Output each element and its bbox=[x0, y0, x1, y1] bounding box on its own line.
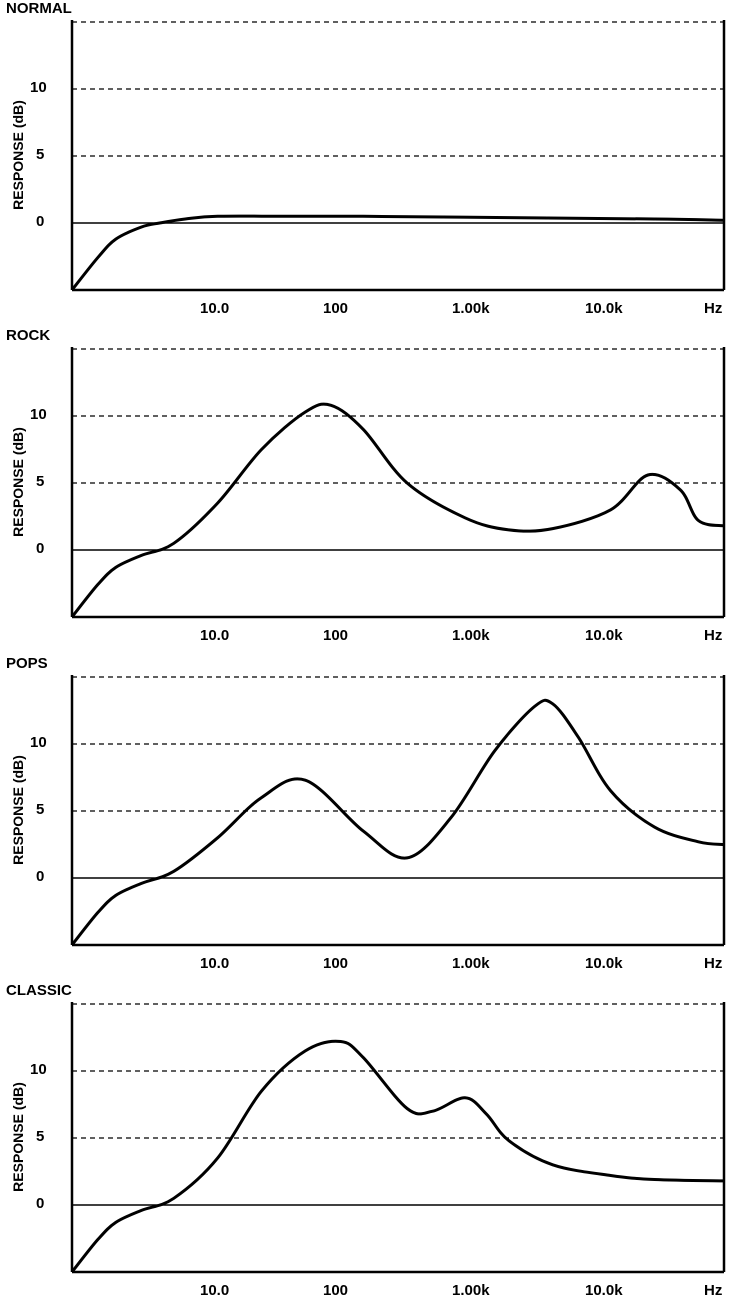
x-tick-label: 10.0 bbox=[200, 955, 230, 972]
chart-svg bbox=[70, 347, 726, 619]
chart-panel-pops: POPS 0 5 10 10.0 100 1.00k 10.0k Hz RESPONSE (dB… bbox=[0, 655, 729, 982]
y-axis-label: RESPONSE (dB) bbox=[10, 1082, 26, 1192]
x-tick-label: 100 bbox=[323, 955, 349, 972]
y-axis-label: RESPONSE (dB) bbox=[10, 755, 26, 865]
x-tick-label: 1.00k bbox=[452, 955, 490, 972]
y-axis-label: RESPONSE (dB) bbox=[10, 100, 26, 210]
x-tick-label: 100 bbox=[323, 300, 349, 317]
y-tick-label: 5 bbox=[36, 1128, 45, 1145]
x-tick-label: 100 bbox=[323, 1282, 349, 1299]
x-unit-label: Hz bbox=[704, 1282, 723, 1299]
x-unit-label: Hz bbox=[704, 955, 723, 972]
x-tick-label: 10.0k bbox=[585, 627, 623, 644]
x-tick-label: 10.0k bbox=[585, 955, 623, 972]
x-tick-label: 10.0 bbox=[200, 1282, 230, 1299]
chart-title: CLASSIC bbox=[6, 982, 72, 999]
x-tick-label: 1.00k bbox=[452, 300, 490, 317]
y-axis-label: RESPONSE (dB) bbox=[10, 427, 26, 537]
x-unit-label: Hz bbox=[704, 300, 723, 317]
response-curve bbox=[70, 698, 725, 946]
x-tick-label: 10.0k bbox=[585, 300, 623, 317]
y-tick-label: 10 bbox=[30, 406, 47, 423]
response-curve bbox=[70, 214, 725, 291]
x-tick-label: 1.00k bbox=[452, 627, 490, 644]
response-curve bbox=[70, 1039, 725, 1273]
chart-title: POPS bbox=[6, 655, 48, 672]
chart-svg bbox=[70, 1002, 726, 1274]
x-tick-label: 100 bbox=[323, 627, 349, 644]
y-tick-label: 10 bbox=[30, 79, 47, 96]
y-tick-label: 10 bbox=[30, 734, 47, 751]
y-tick-label: 0 bbox=[36, 1195, 45, 1212]
chart-panel-classic: CLASSIC 0 5 10 10.0 100 1.00k 10.0k Hz RESPONSE … bbox=[0, 982, 729, 1309]
y-tick-label: 0 bbox=[36, 868, 45, 885]
y-tick-label: 5 bbox=[36, 146, 45, 163]
x-tick-label: 10.0k bbox=[585, 1282, 623, 1299]
chart-svg bbox=[70, 20, 726, 292]
y-tick-label: 5 bbox=[36, 473, 45, 490]
chart-panel-normal: NORMAL 0 5 10 10.0 100 1.00k 10.0k Hz RESPONSE (… bbox=[0, 0, 729, 327]
chart-title: ROCK bbox=[6, 327, 51, 344]
y-tick-label: 0 bbox=[36, 213, 45, 230]
x-tick-label: 10.0 bbox=[200, 300, 230, 317]
response-curve bbox=[70, 402, 725, 618]
y-tick-label: 5 bbox=[36, 801, 45, 818]
x-unit-label: Hz bbox=[704, 627, 723, 644]
chart-title: NORMAL bbox=[6, 0, 72, 17]
x-tick-label: 10.0 bbox=[200, 627, 230, 644]
x-tick-label: 1.00k bbox=[452, 1282, 490, 1299]
chart-panel-rock: ROCK 0 5 10 10.0 100 1.00k 10.0k Hz RESPONSE (dB… bbox=[0, 327, 729, 654]
y-tick-label: 0 bbox=[36, 540, 45, 557]
y-tick-label: 10 bbox=[30, 1061, 47, 1078]
chart-svg bbox=[70, 675, 726, 947]
